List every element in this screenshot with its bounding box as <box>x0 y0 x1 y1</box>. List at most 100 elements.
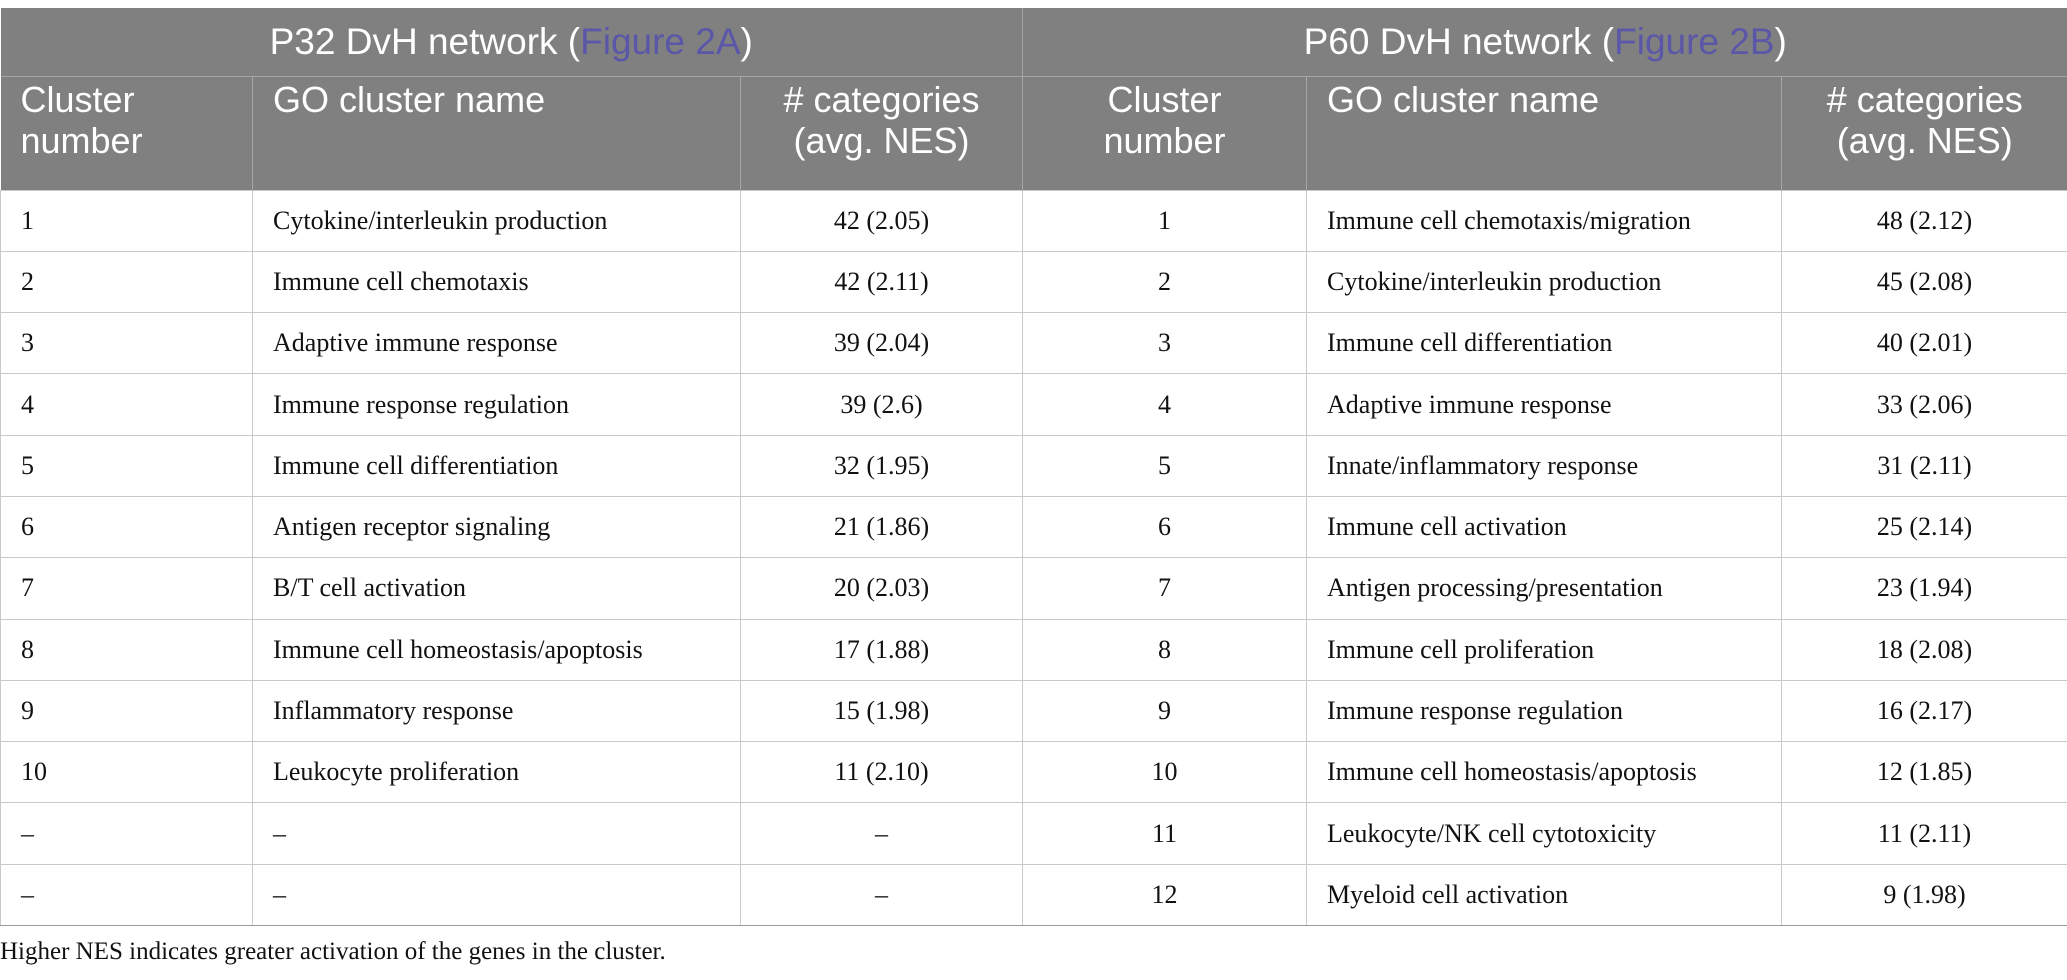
p60-categories-cell: 45 (2.08) <box>1781 250 2067 314</box>
p32-categories-cell: 42 (2.11) <box>740 250 1023 314</box>
p32-group-header: P32 DvH network (Figure 2A) <box>0 8 1023 77</box>
table-footnote: Higher NES indicates greater activation … <box>0 938 666 965</box>
p32-categories-cell: 42 (2.05) <box>740 189 1023 252</box>
p60-go-name-cell: Immune response regulation <box>1306 679 1782 743</box>
p60-go-name-cell: Leukocyte/NK cell cytotoxicity <box>1306 802 1782 865</box>
p32-cluster-number-cell: 1 <box>0 189 253 252</box>
p32-go-name-cell: Leukocyte proliferation <box>252 741 741 804</box>
p32-categories-cell: – <box>740 802 1023 865</box>
p32-categories-cell: 39 (2.04) <box>740 312 1023 375</box>
p60-go-name-cell: Immune cell proliferation <box>1306 618 1782 681</box>
p32-go-name-cell: Adaptive immune response <box>252 312 741 375</box>
figure-2b-link[interactable]: Figure 2B <box>1614 20 1775 62</box>
p60-cluster-number-cell: 6 <box>1022 495 1307 559</box>
p32-categories-cell: 32 (1.95) <box>740 434 1023 497</box>
table-row: 4 Immune response regulation 39 (2.6) 4 Adap… <box>0 373 2067 436</box>
p60-cluster-number-cell: 4 <box>1022 373 1307 436</box>
p32-categories-cell: 39 (2.6) <box>740 373 1023 436</box>
table-row: 1 Cytokine/interleukin production 42 (2.05… <box>0 189 2067 252</box>
p60-go-name-cell: Immune cell homeostasis/apoptosis <box>1306 741 1782 804</box>
p32-categories-cell: 17 (1.88) <box>740 618 1023 681</box>
p60-categories-cell: 23 (1.94) <box>1781 557 2067 620</box>
table-row: 3 Adaptive immune response 39 (2.04) 3 Immun… <box>0 312 2067 375</box>
p32-categories-header: # categories (avg. NES) <box>740 76 1023 190</box>
table-row: – – –11 Leukocyte/NK cell cytotoxicity 11 (2… <box>0 802 2067 865</box>
p60-cluster-number-cell: 9 <box>1022 679 1307 743</box>
p32-go-name-cell: Antigen receptor signaling <box>252 495 741 559</box>
p60-go-name-cell: Immune cell chemotaxis/migration <box>1306 189 1782 252</box>
p60-categories-header: # categories (avg. NES) <box>1781 76 2067 190</box>
p60-cluster-number-cell: 11 <box>1022 802 1307 865</box>
p60-cluster-number-cell: 10 <box>1022 741 1307 804</box>
p32-cluster-number-cell: – <box>0 802 253 865</box>
table-body: 1 Cytokine/interleukin production 42 (2.05… <box>0 189 2067 927</box>
p32-group-title-close: ) <box>740 20 753 62</box>
p32-categories-cell: 11 (2.10) <box>740 741 1023 804</box>
p32-categories-cell: 15 (1.98) <box>740 679 1023 743</box>
p60-go-name-cell: Immune cell activation <box>1306 495 1782 559</box>
table-container: P32 DvH network (Figure 2A) P60 DvH netw… <box>0 8 2067 927</box>
p32-go-name-cell: – <box>252 863 741 927</box>
p60-go-name-cell: Myeloid cell activation <box>1306 863 1782 927</box>
table-row: 9 Inflammatory response 15 (1.98) 9 Immune r… <box>0 679 2067 743</box>
p32-go-name-cell: Immune cell chemotaxis <box>252 250 741 314</box>
p32-go-name-cell: B/T cell activation <box>252 557 741 620</box>
p32-cluster-number-cell: 4 <box>0 373 253 436</box>
p32-go-name-cell: Inflammatory response <box>252 679 741 743</box>
p60-group-title: P60 DvH network ( <box>1303 20 1615 62</box>
p60-go-name-cell: Adaptive immune response <box>1306 373 1782 436</box>
p60-categories-cell: 9 (1.98) <box>1781 863 2067 927</box>
p32-cluster-number-cell: 9 <box>0 679 253 743</box>
p32-cluster-number-cell: 10 <box>0 741 253 804</box>
p60-group-header: P60 DvH network (Figure 2B) <box>1022 8 2067 77</box>
p32-cluster-number-cell: – <box>0 863 253 927</box>
table-row: 5 Immune cell differentiation 32 (1.95) 5 In… <box>0 434 2067 497</box>
p60-categories-cell: 31 (2.11) <box>1781 434 2067 497</box>
table-row: 2 Immune cell chemotaxis 42 (2.11) 2 Cytokin… <box>0 250 2067 314</box>
p60-cluster-number-cell: 5 <box>1022 434 1307 497</box>
p60-cluster-number-header: Cluster number <box>1022 76 1307 190</box>
p32-go-name-cell: – <box>252 802 741 865</box>
p60-go-name-header: GO cluster name <box>1306 76 1782 190</box>
p60-categories-cell: 18 (2.08) <box>1781 618 2067 681</box>
p32-cluster-number-cell: 5 <box>0 434 253 497</box>
p60-cluster-number-cell: 1 <box>1022 189 1307 252</box>
p60-go-name-cell: Innate/inflammatory response <box>1306 434 1782 497</box>
p60-cluster-number-cell: 8 <box>1022 618 1307 681</box>
p60-categories-cell: 33 (2.06) <box>1781 373 2067 436</box>
figure-2a-link[interactable]: Figure 2A <box>580 20 741 62</box>
p32-go-name-cell: Cytokine/interleukin production <box>252 189 741 252</box>
column-header-row: Cluster number GO cluster name # categori… <box>0 76 2067 190</box>
p32-cluster-number-cell: 7 <box>0 557 253 620</box>
p60-cluster-number-cell: 12 <box>1022 863 1307 927</box>
p60-go-name-cell: Cytokine/interleukin production <box>1306 250 1782 314</box>
table-row: 6 Antigen receptor signaling 21 (1.86) 6 Imm… <box>0 495 2067 559</box>
p32-categories-cell: 20 (2.03) <box>740 557 1023 620</box>
p60-categories-cell: 40 (2.01) <box>1781 312 2067 375</box>
p32-cluster-number-cell: 2 <box>0 250 253 314</box>
p32-cluster-number-cell: 3 <box>0 312 253 375</box>
p60-cluster-number-cell: 7 <box>1022 557 1307 620</box>
p60-group-title-close: ) <box>1774 20 1787 62</box>
p60-categories-cell: 12 (1.85) <box>1781 741 2067 804</box>
p32-go-name-cell: Immune cell differentiation <box>252 434 741 497</box>
go-cluster-table: P32 DvH network (Figure 2A) P60 DvH netw… <box>0 8 2067 927</box>
p60-categories-cell: 16 (2.17) <box>1781 679 2067 743</box>
table-row: 7 B/T cell activation 20 (2.03) 7 Antigen pr… <box>0 557 2067 620</box>
p32-cluster-number-cell: 8 <box>0 618 253 681</box>
p60-categories-cell: 25 (2.14) <box>1781 495 2067 559</box>
p60-categories-cell: 48 (2.12) <box>1781 189 2067 252</box>
p32-categories-cell: – <box>740 863 1023 927</box>
table-row: 10 Leukocyte proliferation 11 (2.10) 10 Immu… <box>0 741 2067 804</box>
p32-group-title: P32 DvH network ( <box>269 20 581 62</box>
p32-go-name-cell: Immune cell homeostasis/apoptosis <box>252 618 741 681</box>
table-row: 8 Immune cell homeostasis/apoptosis 17 (1.… <box>0 618 2067 681</box>
p32-cluster-number-header: Cluster number <box>0 76 253 190</box>
p60-cluster-number-cell: 3 <box>1022 312 1307 375</box>
p60-categories-cell: 11 (2.11) <box>1781 802 2067 865</box>
p32-go-name-cell: Immune response regulation <box>252 373 741 436</box>
group-header-row: P32 DvH network (Figure 2A) P60 DvH netw… <box>0 8 2067 77</box>
p60-go-name-cell: Antigen processing/presentation <box>1306 557 1782 620</box>
p32-go-name-header: GO cluster name <box>252 76 741 190</box>
p60-go-name-cell: Immune cell differentiation <box>1306 312 1782 375</box>
